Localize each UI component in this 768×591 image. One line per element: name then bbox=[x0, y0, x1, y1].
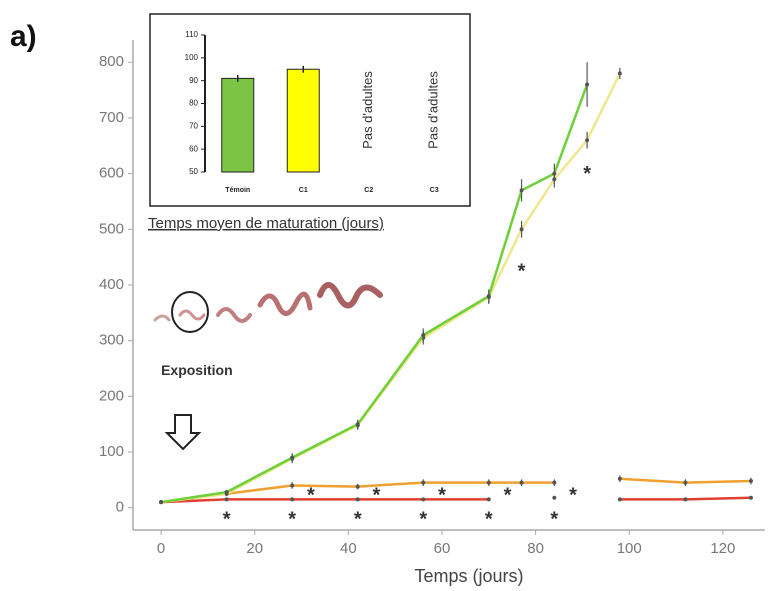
inset-category-label: C1 bbox=[299, 187, 308, 194]
x-tick-label: 20 bbox=[246, 540, 263, 557]
inset-chart: 50 60 70 80 90 100 110 Témoin C1 C2 Pas d'adultes C… bbox=[148, 30, 441, 232]
point bbox=[585, 138, 590, 143]
point bbox=[552, 171, 557, 176]
annotation: * bbox=[288, 508, 296, 530]
x-tick-label: 120 bbox=[710, 540, 735, 557]
panel-label: a) bbox=[10, 20, 37, 53]
x-axis-title: Temps (jours) bbox=[414, 566, 523, 586]
x-tick-label: 60 bbox=[434, 540, 451, 557]
y-tick-label: 700 bbox=[99, 109, 124, 126]
x-tick-label: 40 bbox=[340, 540, 357, 557]
annotation: * bbox=[373, 484, 381, 506]
inset-category-label: C2 bbox=[364, 187, 373, 194]
annotation: * bbox=[485, 508, 493, 530]
point bbox=[290, 483, 295, 488]
annotation: * bbox=[504, 484, 512, 506]
point bbox=[683, 480, 688, 485]
inset-y-tick-label: 60 bbox=[189, 144, 198, 153]
point bbox=[617, 497, 622, 502]
point bbox=[519, 480, 524, 485]
x-tick-label: 100 bbox=[617, 540, 642, 557]
point bbox=[552, 480, 557, 485]
y-tick-label: 400 bbox=[99, 276, 124, 293]
point bbox=[552, 495, 557, 500]
point bbox=[486, 480, 491, 485]
inset-y-tick-label: 110 bbox=[185, 30, 198, 39]
point bbox=[290, 455, 295, 460]
point bbox=[748, 479, 753, 483]
y-tick-label: 600 bbox=[99, 165, 124, 182]
main-chart: 0 100 200 300 400 500 600 700 800 0 20 40 60 80 100 120… bbox=[99, 40, 765, 586]
y-tick-label: 800 bbox=[99, 53, 124, 70]
annotation: * bbox=[583, 163, 591, 185]
inset-category-label: Témoin bbox=[225, 187, 250, 194]
annotation: * bbox=[550, 508, 558, 530]
point bbox=[421, 480, 426, 485]
x-tick-label: 0 bbox=[157, 540, 165, 557]
y-tick-label: 500 bbox=[99, 220, 124, 237]
inset-y-tick-label: 80 bbox=[189, 99, 198, 108]
point bbox=[224, 497, 229, 502]
point bbox=[421, 497, 426, 502]
point bbox=[159, 500, 164, 505]
inset-category-label: C3 bbox=[430, 187, 439, 194]
inset-bar bbox=[286, 68, 320, 173]
y-tick-label: 300 bbox=[99, 332, 124, 349]
inset-bar bbox=[221, 77, 255, 173]
worm-illustration bbox=[153, 282, 383, 333]
point bbox=[421, 333, 426, 338]
point bbox=[224, 490, 229, 495]
point bbox=[617, 71, 622, 76]
annotation: * bbox=[569, 484, 577, 506]
exposure-arrow bbox=[164, 414, 202, 451]
point bbox=[486, 294, 491, 299]
inset-y-tick-label: 50 bbox=[189, 167, 198, 176]
annotation: * bbox=[518, 261, 526, 283]
annotation: * bbox=[354, 508, 362, 530]
point bbox=[486, 497, 491, 502]
annotation: * bbox=[307, 484, 315, 506]
point bbox=[355, 484, 360, 489]
point bbox=[617, 476, 622, 481]
annotation: * bbox=[223, 508, 231, 530]
annotation: Exposition bbox=[161, 362, 233, 378]
inset-y-tick-label: 90 bbox=[189, 76, 198, 85]
inset-title: Temps moyen de maturation (jours) bbox=[148, 215, 384, 232]
point bbox=[748, 495, 753, 500]
annotation: * bbox=[419, 508, 427, 530]
y-tick-label: 100 bbox=[99, 443, 124, 460]
point bbox=[585, 82, 590, 87]
point bbox=[683, 497, 688, 502]
inset-y-tick-label: 70 bbox=[189, 121, 198, 130]
y-tick-label: 0 bbox=[116, 499, 124, 516]
inset-y-tick-label: 100 bbox=[185, 53, 199, 62]
point bbox=[355, 497, 360, 502]
point bbox=[355, 422, 360, 427]
annotation: * bbox=[438, 484, 446, 506]
inset-value-label: Pas d'adultes bbox=[426, 71, 441, 149]
series-line bbox=[161, 496, 751, 504]
y-tick-label: 200 bbox=[99, 387, 124, 404]
inset-value-label: Pas d'adultes bbox=[360, 71, 375, 149]
x-tick-label: 80 bbox=[527, 540, 544, 557]
point bbox=[519, 188, 524, 193]
point bbox=[290, 497, 295, 502]
point bbox=[519, 227, 524, 232]
